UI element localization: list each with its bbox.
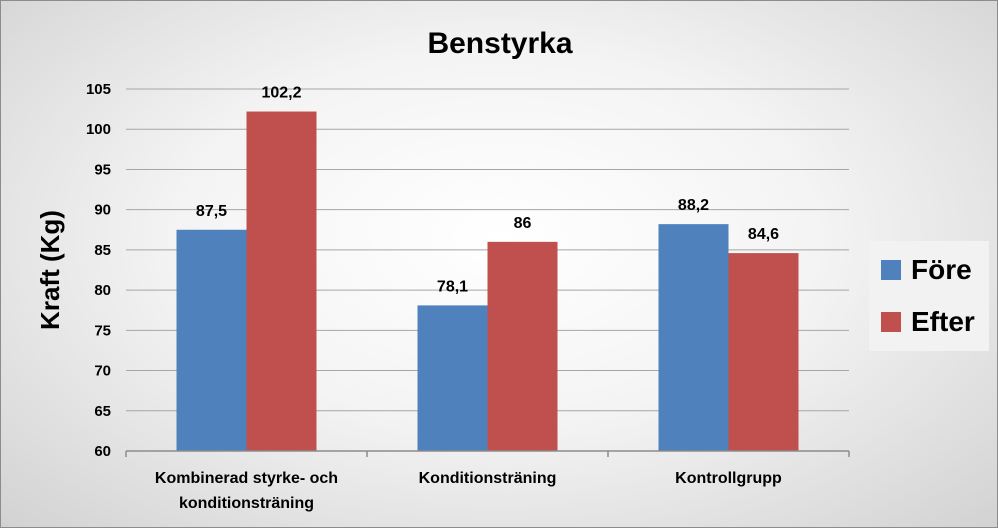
y-tick-label: 60 <box>94 443 111 460</box>
data-label: 88,2 <box>678 197 709 214</box>
y-tick-label: 90 <box>94 202 111 219</box>
x-category-label: Konditionsträning <box>419 470 557 487</box>
bar-efter <box>246 111 317 451</box>
y-axis-label: Kraft (Kg) <box>35 210 65 330</box>
x-category-label: Kontrollgrupp <box>675 470 782 487</box>
bar-fore <box>417 305 488 451</box>
y-tick-label: 100 <box>86 121 111 138</box>
x-category-label: Kombinerad styrke- och <box>155 470 338 487</box>
y-tick-label: 70 <box>94 363 111 380</box>
legend-label-efter: Efter <box>911 306 975 337</box>
legend-item-efter: Efter <box>881 305 975 339</box>
y-tick-label: 105 <box>86 81 111 98</box>
data-label: 84,6 <box>748 226 779 243</box>
data-label: 102,2 <box>261 85 301 102</box>
legend: Före Efter <box>869 241 989 351</box>
legend-swatch-efter <box>881 312 901 332</box>
bar-efter <box>487 241 558 451</box>
data-label: 78,1 <box>437 278 468 295</box>
data-label: 86 <box>514 215 532 232</box>
chart-title: Benstyrka <box>427 27 572 60</box>
legend-swatch-fore <box>881 260 901 280</box>
y-tick-label: 75 <box>94 322 111 339</box>
legend-label-fore: Före <box>911 254 972 285</box>
bar-efter <box>728 253 799 451</box>
y-tick-label: 95 <box>94 161 111 178</box>
x-category-label: konditionsträning <box>179 495 314 512</box>
data-label: 87,5 <box>196 203 227 220</box>
legend-item-fore: Före <box>881 253 972 287</box>
bar-fore <box>658 224 729 451</box>
y-tick-label: 85 <box>94 242 111 259</box>
bar-fore <box>176 229 247 451</box>
y-tick-label: 80 <box>94 282 111 299</box>
y-tick-label: 65 <box>94 403 111 420</box>
